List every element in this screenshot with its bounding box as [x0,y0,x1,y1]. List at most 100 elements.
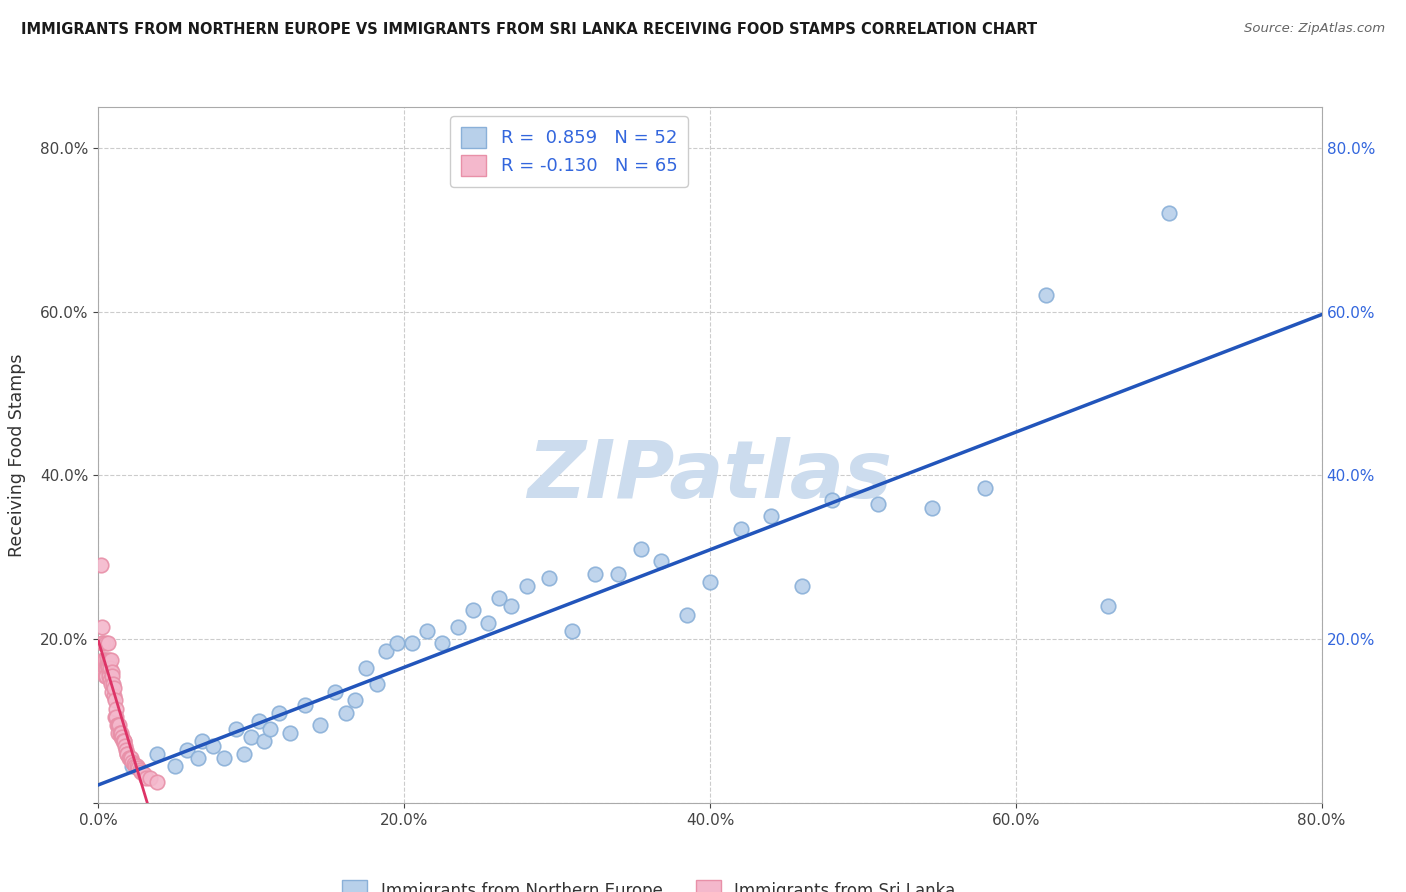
Legend: Immigrants from Northern Europe, Immigrants from Sri Lanka: Immigrants from Northern Europe, Immigra… [336,874,962,892]
Point [447,620,470,634]
Point [401,636,423,650]
Point [105,718,128,732]
Point [107,726,129,740]
Point [583,566,606,581]
Point [128,763,150,777]
Point [98,669,121,683]
Point [94,669,117,683]
Point [121,755,143,769]
Point [259,722,281,736]
Point [96,669,118,683]
Point [630,542,652,557]
Point [108,726,131,740]
Text: Source: ZipAtlas.com: Source: ZipAtlas.com [1244,22,1385,36]
Point [111,731,134,745]
Point [91,661,114,675]
Point [100,677,122,691]
Point [93,652,115,666]
Point [101,685,124,699]
Point [110,731,132,745]
Point [477,615,499,630]
Point [247,714,270,728]
Point [325,685,347,699]
Point [676,607,699,622]
Point [100,652,122,666]
Text: ZIPatlas: ZIPatlas [527,437,893,515]
Point [699,574,721,589]
Y-axis label: Receiving Food Stamps: Receiving Food Stamps [8,353,27,557]
Point [94,636,117,650]
Point [416,624,439,638]
Point [104,710,127,724]
Point [101,669,124,683]
Point [385,636,408,650]
Point [1097,599,1119,614]
Point [821,492,844,507]
Point [212,751,235,765]
Point [139,771,162,785]
Point [129,764,152,779]
Point [335,706,357,720]
Point [974,481,997,495]
Point [1157,206,1180,220]
Point [96,652,118,666]
Point [501,599,523,614]
Point [176,742,198,756]
Point [98,673,121,687]
Point [112,734,135,748]
Point [309,718,332,732]
Point [91,636,114,650]
Point [759,509,782,524]
Point [125,759,148,773]
Point [103,690,125,704]
Point [650,554,672,568]
Point [91,652,114,666]
Point [97,661,120,675]
Point [344,693,367,707]
Point [120,751,142,765]
Point [366,677,388,691]
Point [267,706,290,720]
Point [202,739,225,753]
Point [461,603,484,617]
Point [252,734,274,748]
Point [135,771,157,785]
Point [97,665,120,679]
Point [93,661,115,675]
Point [607,566,630,581]
Point [127,761,149,775]
Point [103,681,125,696]
Point [94,652,117,666]
Point [97,657,120,671]
Point [108,718,131,732]
Point [101,665,124,679]
Point [104,693,127,707]
Point [240,731,263,745]
Point [93,665,115,679]
Point [118,751,141,765]
Point [105,701,128,715]
Point [145,747,167,761]
Point [110,726,132,740]
Point [790,579,813,593]
Point [96,657,118,671]
Point [132,767,155,781]
Point [90,620,112,634]
Point [121,759,143,773]
Point [374,644,396,658]
Point [98,652,121,666]
Point [868,497,890,511]
Point [1035,288,1057,302]
Point [354,661,377,675]
Point [730,522,752,536]
Point [294,698,316,712]
Point [232,747,254,761]
Point [90,558,112,573]
Point [91,636,114,650]
Point [101,677,124,691]
Point [225,722,247,736]
Point [538,571,561,585]
Point [432,636,454,650]
Point [488,591,510,606]
Point [98,661,121,675]
